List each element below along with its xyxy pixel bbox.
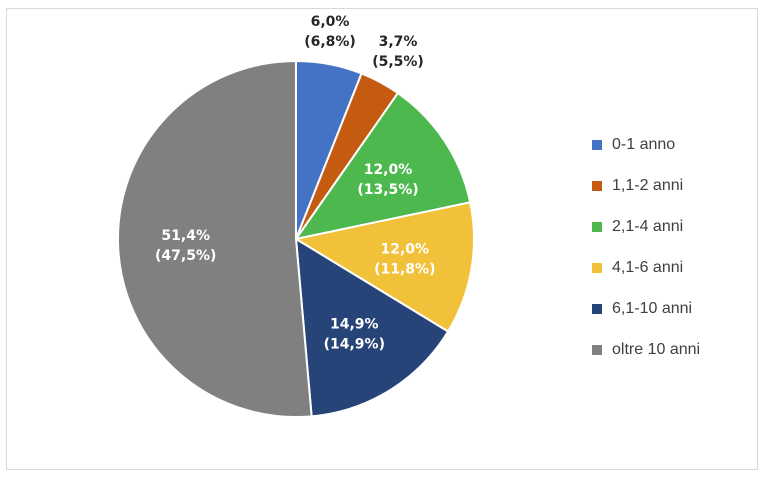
- pie-slice: [295, 92, 472, 240]
- slice-labels: 6,0% (6,8%) 3,7% (5,5%) 12,0% (13,5%) 12,0% (11…: [155, 14, 435, 353]
- pie-slice: [117, 60, 313, 418]
- legend-label: 1,1-2 anni: [612, 176, 684, 194]
- slice-value-label: 12,0%: [364, 162, 413, 178]
- slice-comparison-label: (5,5%): [372, 54, 424, 70]
- legend-item: 6,1-10 anni: [592, 288, 700, 329]
- legend-swatch: [592, 180, 602, 191]
- slice-comparison-label: (11,8%): [374, 262, 435, 278]
- legend-item: 2,1-4 anni: [592, 206, 700, 247]
- slice-value-label: 3,7%: [379, 34, 418, 50]
- legend-item: oltre 10 anni: [592, 329, 700, 370]
- slice-comparison-label: (47,5%): [155, 248, 216, 264]
- slice-comparison-label: (14,9%): [324, 337, 385, 353]
- legend-label: 0-1 anno: [612, 135, 676, 153]
- pie-slice: [295, 238, 450, 418]
- slice-value-label: 51,4%: [161, 228, 210, 244]
- legend-item: 1,1-2 anni: [592, 165, 700, 206]
- pie-slice: [295, 201, 475, 333]
- legend-item: 0-1 anno: [592, 124, 700, 165]
- legend-label: oltre 10 anni: [612, 340, 701, 358]
- legend-label: 6,1-10 anni: [612, 299, 693, 317]
- legend: 0-1 anno 1,1-2 anni 2,1-4 anni 4,1-6 anni 6,…: [592, 124, 700, 370]
- slice-comparison-label: (13,5%): [357, 182, 418, 198]
- legend-swatch: [592, 262, 602, 273]
- legend-swatch: [592, 139, 602, 150]
- legend-item: 4,1-6 anni: [592, 247, 700, 288]
- legend-swatch: [592, 303, 602, 314]
- slice-comparison-label: (6,8%): [304, 34, 356, 50]
- slice-value-label: 6,0%: [311, 14, 350, 30]
- legend-label: 2,1-4 anni: [612, 217, 684, 235]
- pie-slices: [117, 60, 475, 418]
- legend-swatch: [592, 344, 602, 355]
- slice-value-label: 14,9%: [330, 317, 379, 333]
- legend-label: 4,1-6 anni: [612, 258, 684, 276]
- slice-value-label: 12,0%: [381, 242, 430, 258]
- legend-swatch: [592, 221, 602, 232]
